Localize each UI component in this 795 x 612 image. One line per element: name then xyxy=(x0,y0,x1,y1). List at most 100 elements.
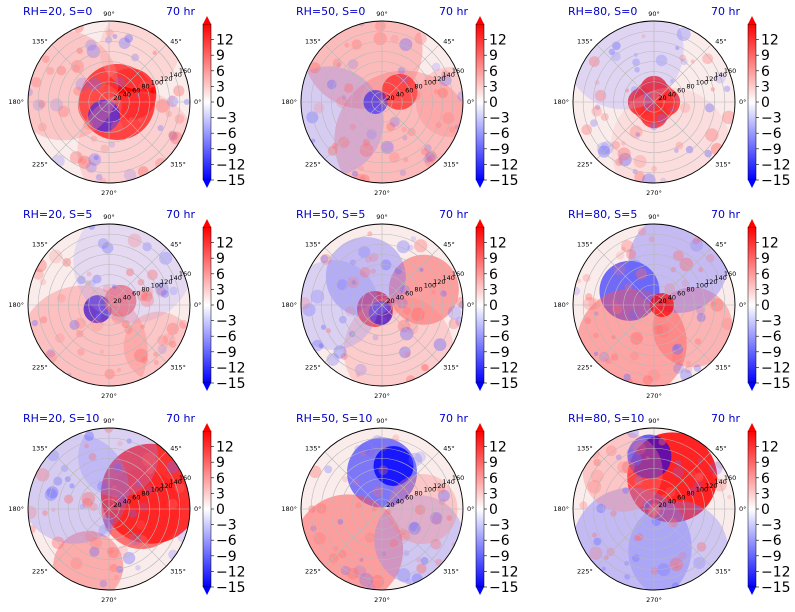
field-speckle xyxy=(380,140,394,154)
field-speckle xyxy=(349,123,357,131)
field-speckle xyxy=(403,306,411,315)
field-speckle xyxy=(375,21,386,32)
angular-gridline xyxy=(381,304,440,363)
field-speckle xyxy=(364,255,372,263)
field-speckle xyxy=(157,335,169,346)
radial-tick-label: 160 xyxy=(179,67,191,75)
field-speckle xyxy=(632,58,640,67)
field-speckle xyxy=(650,567,659,575)
colorbar-tick-label: 3 xyxy=(489,282,498,298)
field-speckle xyxy=(135,564,141,571)
angular-tick-label: 135° xyxy=(305,38,321,46)
radial-tick-label: 120 xyxy=(705,75,717,83)
field-speckle xyxy=(591,532,598,538)
field-speckle xyxy=(73,22,84,33)
field-speckle xyxy=(430,513,443,525)
field-speckle xyxy=(582,273,591,282)
radial-tick-label: 140 xyxy=(442,274,454,282)
field-speckle xyxy=(629,259,642,272)
radial-tick-label: 60 xyxy=(132,86,140,94)
field-speckle xyxy=(86,44,101,59)
field-speckle xyxy=(137,117,144,123)
field-speckle xyxy=(301,296,311,310)
angular-tick-label: 0° xyxy=(739,505,746,513)
colorbar-tick-label: −6 xyxy=(761,329,782,345)
colorbar-tick-label: 6 xyxy=(216,267,225,283)
field-speckle xyxy=(634,474,643,483)
field-speckle xyxy=(341,95,346,100)
colorbar-extend-top xyxy=(748,219,756,227)
field-speckle xyxy=(351,39,362,50)
field-speckle xyxy=(348,330,356,338)
field-speckle xyxy=(610,353,619,361)
radial-tick-label: 80 xyxy=(141,490,149,498)
field-speckle xyxy=(75,77,90,92)
field-speckle xyxy=(340,353,348,360)
radial-tick-label: 100 xyxy=(696,282,708,290)
field-speckle xyxy=(390,34,399,44)
field-speckle xyxy=(430,511,443,525)
field-speckle xyxy=(421,148,429,156)
field-speckle xyxy=(416,557,422,563)
field-speckle xyxy=(344,42,350,48)
field-speckle xyxy=(350,259,357,266)
field-speckle xyxy=(336,62,342,68)
angular-tick-label: 90° xyxy=(103,417,115,425)
radial-tick-label: 160 xyxy=(179,474,191,482)
angular-tick-label: 315° xyxy=(715,567,731,575)
field-speckle xyxy=(399,346,411,359)
radial-tick-label: 20 xyxy=(658,501,666,509)
field-speckle xyxy=(617,147,631,161)
field-speckle xyxy=(694,338,702,345)
angular-gridline xyxy=(596,451,655,510)
field-speckle xyxy=(674,459,682,467)
colorbar-tick-label: −6 xyxy=(489,126,510,142)
field-speckle xyxy=(131,53,139,62)
field-speckle xyxy=(591,106,602,117)
angular-tick-label: 0° xyxy=(467,98,474,106)
field-speckle xyxy=(84,431,95,442)
colorbar-extend-bottom xyxy=(476,587,484,595)
polar-panel: 20 40 60 80 10012014016090°45°0°315°270°225°… xyxy=(281,208,519,400)
colorbar-tick-label: 9 xyxy=(489,455,498,471)
colorbar-tick-label: 6 xyxy=(489,267,498,283)
field-speckle xyxy=(89,546,100,557)
colorbar-extend-bottom xyxy=(476,180,484,188)
colorbar-tick-label: −3 xyxy=(216,518,237,534)
field-speckle xyxy=(698,267,704,273)
angular-tick-label: 225° xyxy=(32,363,48,371)
radial-tick-label: 160 xyxy=(724,474,736,482)
field-speckle xyxy=(147,269,158,281)
angular-tick-label: 315° xyxy=(443,160,459,168)
field-speckle xyxy=(152,50,157,55)
field-speckle xyxy=(99,579,108,588)
field-speckle xyxy=(347,276,360,288)
angular-gridline xyxy=(324,508,383,567)
angular-tick-label: 135° xyxy=(32,38,48,46)
angular-tick-label: 135° xyxy=(32,241,48,249)
field-speckle xyxy=(396,568,411,582)
angular-gridline xyxy=(653,101,712,160)
angular-gridline xyxy=(324,247,383,306)
radial-tick-label: 60 xyxy=(677,493,685,501)
polar-frame xyxy=(300,427,464,591)
field-speckle xyxy=(630,86,639,94)
radial-tick-label: 140 xyxy=(442,71,454,79)
angular-gridline xyxy=(108,451,167,510)
polar-frame xyxy=(27,223,191,387)
field-speckle xyxy=(641,173,656,183)
radial-tick-label: 20 xyxy=(658,297,666,305)
angular-tick-label: 270° xyxy=(646,596,662,604)
radial-tick-label: 100 xyxy=(424,79,436,87)
colorbar-tick-label: −3 xyxy=(489,314,510,330)
field-speckle xyxy=(713,478,727,492)
colorbar-tick-label: 3 xyxy=(761,282,770,298)
field-speckle xyxy=(159,251,173,265)
field-speckle xyxy=(674,148,679,153)
field-speckle xyxy=(355,502,362,509)
field-speckle xyxy=(629,125,643,139)
field-speckle xyxy=(46,349,55,358)
field-speckle xyxy=(31,319,39,327)
